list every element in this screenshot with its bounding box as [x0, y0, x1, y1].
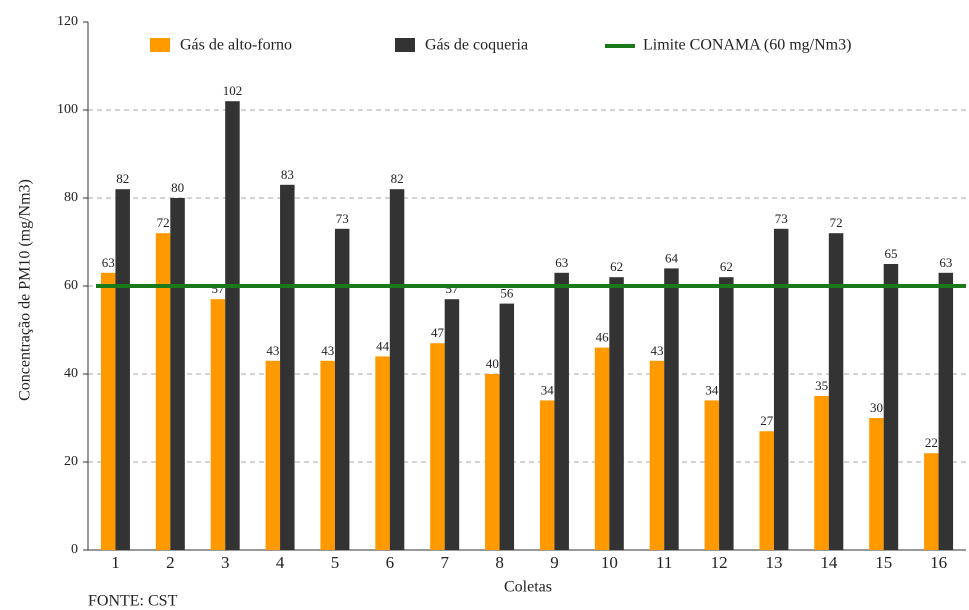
bar — [430, 343, 445, 550]
bar — [554, 272, 569, 550]
bar — [609, 277, 624, 550]
x-tick-label: 5 — [331, 553, 340, 572]
x-tick-label: 7 — [440, 553, 449, 572]
bar — [320, 360, 335, 550]
bar — [155, 233, 171, 550]
y-tick-label: 100 — [57, 102, 78, 117]
bar — [280, 184, 295, 551]
legend-label: Limite CONAMA (60 mg/Nm3) — [643, 37, 851, 54]
bar — [759, 431, 774, 550]
bar — [389, 189, 405, 550]
value-label: 63 — [939, 255, 952, 270]
value-label: 83 — [281, 167, 294, 182]
x-tick-label: 4 — [276, 553, 285, 572]
value-label: 82 — [116, 171, 129, 186]
bar — [225, 101, 240, 550]
value-label: 44 — [376, 338, 390, 353]
x-tick-label: 8 — [495, 553, 504, 572]
value-label: 22 — [925, 435, 938, 450]
value-label: 34 — [541, 382, 555, 397]
value-label: 56 — [500, 286, 514, 301]
value-label: 63 — [102, 255, 115, 270]
bar — [869, 418, 884, 550]
value-label: 102 — [223, 83, 243, 98]
bar — [828, 233, 844, 550]
x-tick-label: 6 — [386, 553, 395, 572]
y-tick-label: 60 — [64, 278, 78, 293]
x-tick-label: 14 — [820, 553, 838, 572]
source: FONTE: CST — [88, 593, 178, 610]
x-tick-label: 10 — [601, 553, 618, 572]
x-tick-label: 13 — [765, 553, 782, 572]
x-tick-label: 12 — [711, 553, 728, 572]
bar — [649, 360, 665, 550]
y-tick-label: 20 — [64, 454, 78, 469]
y-tick-label: 80 — [64, 190, 78, 205]
bar — [938, 272, 954, 550]
bar — [115, 189, 130, 550]
value-label: 73 — [336, 211, 349, 226]
value-label: 72 — [157, 215, 170, 230]
value-label: 27 — [760, 413, 774, 428]
x-tick-label: 9 — [550, 553, 559, 572]
value-label: 62 — [720, 259, 733, 274]
legend-label: Gás de coqueria — [425, 37, 528, 54]
bar — [210, 299, 226, 550]
bar — [265, 360, 281, 550]
value-label: 80 — [171, 180, 184, 195]
value-label: 43 — [650, 343, 663, 358]
x-axis-label: Coletas — [504, 579, 552, 596]
bar — [883, 264, 899, 550]
bar — [444, 299, 460, 550]
x-tick-label: 1 — [111, 553, 120, 572]
value-label: 63 — [555, 255, 568, 270]
x-tick-label: 15 — [875, 553, 892, 572]
legend-label: Gás de alto-forno — [180, 37, 292, 54]
bar — [539, 400, 555, 550]
y-tick-label: 40 — [64, 366, 78, 381]
value-label: 82 — [391, 171, 404, 186]
value-label: 35 — [815, 378, 828, 393]
bar — [170, 198, 185, 550]
bar — [334, 228, 350, 551]
y-tick-label: 120 — [57, 14, 78, 29]
bar — [499, 303, 515, 550]
x-tick-label: 3 — [221, 553, 230, 572]
value-label: 34 — [705, 382, 719, 397]
value-label: 62 — [610, 259, 623, 274]
y-axis-label: Concentração de PM10 (mg/Nm3) — [17, 179, 34, 401]
value-label: 65 — [884, 246, 897, 261]
bar — [485, 374, 500, 550]
value-label: 43 — [266, 343, 279, 358]
value-label: 57 — [211, 281, 225, 296]
bar — [100, 272, 116, 550]
x-tick-label: 16 — [930, 553, 947, 572]
value-label: 64 — [665, 250, 679, 265]
bar — [594, 347, 610, 550]
value-label: 30 — [870, 400, 883, 415]
bar — [704, 400, 720, 550]
bar — [375, 356, 390, 550]
value-label: 46 — [596, 330, 610, 345]
value-label: 40 — [486, 356, 499, 371]
legend-swatch — [150, 38, 170, 52]
bar — [814, 396, 829, 550]
x-tick-label: 11 — [656, 553, 672, 572]
value-label: 43 — [321, 343, 334, 358]
value-label: 57 — [445, 281, 459, 296]
legend-swatch — [395, 38, 415, 52]
value-label: 73 — [775, 211, 788, 226]
x-tick-label: 2 — [166, 553, 175, 572]
bar — [664, 268, 679, 550]
y-tick-label: 0 — [71, 542, 78, 557]
value-label: 72 — [830, 215, 843, 230]
bar — [924, 453, 939, 550]
value-label: 47 — [431, 325, 445, 340]
bar — [773, 228, 789, 551]
bar — [719, 277, 734, 550]
